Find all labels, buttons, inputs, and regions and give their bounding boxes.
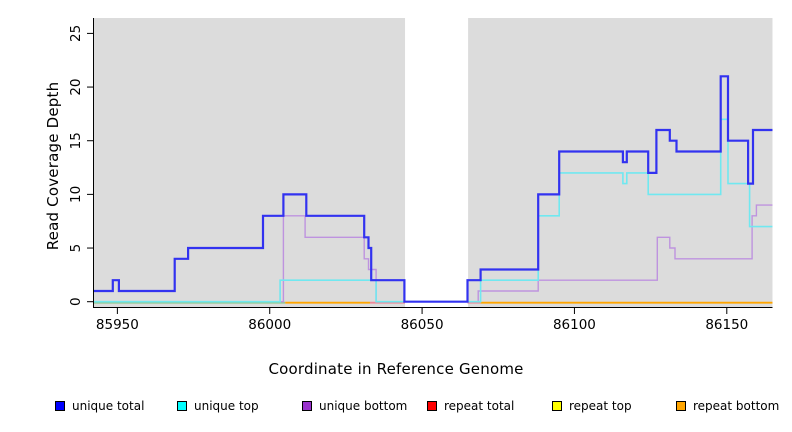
legend-swatch-unique-top xyxy=(177,401,187,411)
series-line-unique-total xyxy=(93,75,773,303)
legend-swatch-repeat-total xyxy=(427,401,437,411)
y-axis-title: Read Coverage Depth xyxy=(44,81,62,251)
x-axis-title: Coordinate in Reference Genome xyxy=(268,360,524,378)
x-tick-label: 86000 xyxy=(248,317,291,333)
y-tick-label: 25 xyxy=(68,25,84,42)
legend-swatch-repeat-bottom xyxy=(676,401,686,411)
y-tick-label: 5 xyxy=(68,244,84,253)
y-tick-label: 0 xyxy=(68,297,84,306)
y-tick-label: 20 xyxy=(68,78,84,95)
legend-label-repeat-top: repeat top xyxy=(569,399,632,413)
legend-item-repeat-bottom: repeat bottom xyxy=(676,399,779,413)
x-tick-label: 85950 xyxy=(96,317,139,333)
legend-item-repeat-total: repeat total xyxy=(427,399,514,413)
legend-swatch-unique-bottom xyxy=(302,401,312,411)
legend-item-unique-bottom: unique bottom xyxy=(302,399,407,413)
legend-label-unique-bottom: unique bottom xyxy=(319,399,408,413)
chart-legend: unique total unique top unique bottom repea… xyxy=(0,399,792,423)
legend-swatch-repeat-top xyxy=(552,401,562,411)
y-tick-label: 10 xyxy=(68,186,84,203)
y-tick-label: 15 xyxy=(68,132,84,149)
legend-item-repeat-top: repeat top xyxy=(552,399,632,413)
x-tick-label: 86150 xyxy=(705,317,748,333)
legend-swatch-unique-total xyxy=(55,401,65,411)
gap-region xyxy=(405,18,469,307)
series-line-unique-bottom xyxy=(93,204,773,303)
legend-label-unique-top: unique top xyxy=(194,399,259,413)
x-tick-label: 86050 xyxy=(401,317,444,333)
legend-label-unique-total: unique total xyxy=(72,399,145,413)
legend-item-unique-top: unique top xyxy=(177,399,259,413)
legend-label-repeat-bottom: repeat bottom xyxy=(693,399,780,413)
legend-item-unique-total: unique total xyxy=(55,399,144,413)
legend-label-repeat-total: repeat total xyxy=(444,399,515,413)
x-tick-label: 86100 xyxy=(553,317,596,333)
